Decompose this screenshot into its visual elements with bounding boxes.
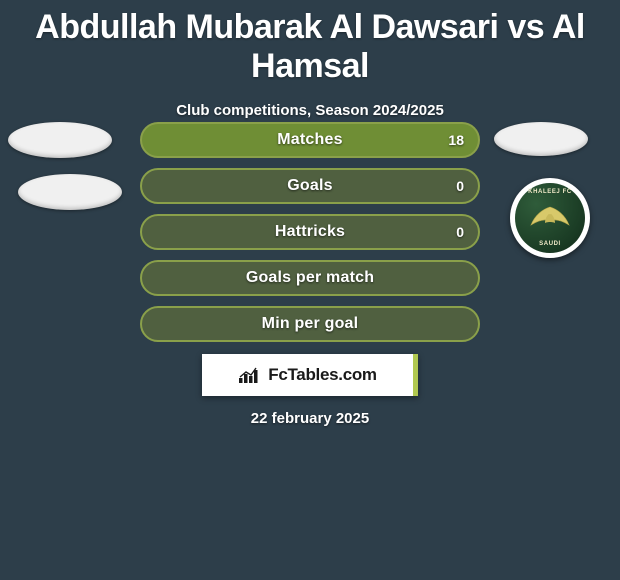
stat-row: Hattricks 0 [0, 210, 620, 256]
bar-chart-icon [238, 366, 262, 384]
stat-label: Matches [277, 131, 342, 149]
subtitle-text: Club competitions, Season 2024/2025 [0, 102, 620, 119]
stat-pill-min-per-goal: Min per goal [140, 306, 480, 342]
stat-row: Goals per match [0, 256, 620, 302]
stat-label: Min per goal [262, 315, 359, 333]
stat-pill-matches: Matches 18 [140, 122, 480, 158]
page-title: Abdullah Mubarak Al Dawsari vs Al Hamsal [0, 0, 620, 86]
brand-label: FcTables.com [268, 365, 377, 385]
stat-pill-hattricks: Hattricks 0 [140, 214, 480, 250]
stat-row: Min per goal [0, 302, 620, 348]
infographic-card: Abdullah Mubarak Al Dawsari vs Al Hamsal… [0, 0, 620, 580]
stat-right-value: 0 [456, 224, 464, 240]
brand-badge: FcTables.com [202, 354, 418, 396]
stat-pill-goals-per-match: Goals per match [140, 260, 480, 296]
stat-pill-goals: Goals 0 [140, 168, 480, 204]
date-text: 22 february 2025 [0, 410, 620, 427]
stat-rows: Matches 18 Goals 0 Hattricks 0 Goals per… [0, 118, 620, 348]
stat-label: Goals [287, 177, 332, 195]
stat-right-value: 18 [448, 132, 464, 148]
stat-row: Goals 0 [0, 164, 620, 210]
stat-row: Matches 18 [0, 118, 620, 164]
stat-label: Goals per match [246, 269, 374, 287]
stat-right-value: 0 [456, 178, 464, 194]
stat-label: Hattricks [275, 223, 345, 241]
